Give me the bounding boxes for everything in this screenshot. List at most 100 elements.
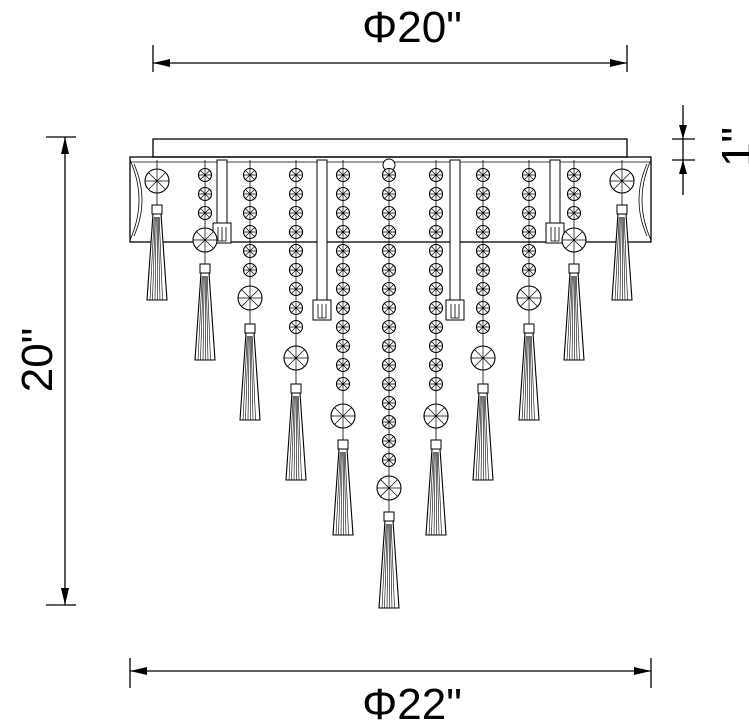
tassel-cap [477, 383, 489, 394]
tassel [194, 272, 216, 361]
bead-facet [429, 358, 443, 372]
tassel [332, 448, 354, 536]
tassel-lines [149, 216, 163, 301]
bead-facet [377, 476, 401, 500]
bead-facet [471, 346, 495, 370]
lamp-bulb [450, 304, 460, 319]
bead-facet [289, 225, 303, 239]
dimension-bottom: Φ22" [129, 658, 652, 726]
bead-facet [336, 187, 350, 201]
bead-facet [382, 168, 396, 182]
bead-facet [289, 263, 303, 277]
tassel [472, 392, 494, 481]
bead-facet [382, 187, 396, 201]
tassel [146, 213, 168, 301]
tassel-cap [337, 439, 349, 450]
bead-facet [562, 228, 586, 252]
tassel-lines [197, 275, 211, 361]
bead-facet [284, 346, 308, 370]
bead-facet [382, 339, 396, 353]
bead-facet [145, 169, 169, 193]
bead-facet [382, 282, 396, 296]
bead-facet [336, 339, 350, 353]
bead-facet [567, 206, 581, 220]
bead-facet [476, 282, 490, 296]
tassel-cap [151, 204, 163, 215]
bead-facet [476, 263, 490, 277]
bead-facet [424, 404, 448, 428]
tassel-cap [430, 439, 442, 450]
bead-facet [382, 244, 396, 258]
bead-facet [243, 244, 257, 258]
lamp-stem [449, 159, 461, 301]
bead-facet [336, 358, 350, 372]
bead-facet [336, 206, 350, 220]
bead-facet [336, 263, 350, 277]
bead-facet [336, 301, 350, 315]
tassel-cap [290, 383, 302, 394]
bead-facet [429, 301, 443, 315]
bead-facet [522, 225, 536, 239]
bead-facet [429, 206, 443, 220]
tassel-cap [244, 323, 256, 334]
tassel [285, 392, 307, 481]
lamp-bulb [317, 304, 327, 319]
bead-facet [382, 320, 396, 334]
tassel-lines [335, 451, 349, 536]
bead-facet [336, 225, 350, 239]
tassel [425, 448, 447, 536]
bead-facet [198, 206, 212, 220]
tassel-lines [428, 451, 442, 536]
height-label: 20" [13, 328, 62, 393]
bead-facet [429, 282, 443, 296]
dimension-top: Φ20" [152, 3, 628, 72]
bead-facet [289, 282, 303, 296]
bead-facet [567, 187, 581, 201]
tassel-cap [568, 263, 580, 274]
bead-facet [238, 286, 262, 310]
bead-facet [476, 168, 490, 182]
bead-facet [517, 286, 541, 310]
tassel-cap [199, 263, 211, 274]
bead-facet [522, 263, 536, 277]
bead-facet [476, 225, 490, 239]
canopy-height-label: 1" [713, 127, 749, 167]
bead-facet [476, 244, 490, 258]
tassel-lines [614, 216, 628, 301]
bead-facet [382, 358, 396, 372]
lamp-stem [216, 159, 228, 224]
bead-facet [289, 320, 303, 334]
fixture [129, 138, 652, 609]
bead-facet [382, 206, 396, 220]
bead-facet [382, 225, 396, 239]
bead-facet [198, 168, 212, 182]
bead-facet [193, 228, 217, 252]
bead-facet [336, 320, 350, 334]
tassel-lines [288, 395, 302, 481]
bead-facet [476, 320, 490, 334]
bottom-width-label: Φ22" [362, 680, 462, 726]
tassel [611, 213, 633, 301]
bead-facet [429, 320, 443, 334]
bead-facet [476, 206, 490, 220]
bead-facet [429, 339, 443, 353]
bead-facet [522, 168, 536, 182]
lamp-stem [316, 159, 328, 301]
tassel-lines [475, 395, 489, 481]
bead-facet [289, 206, 303, 220]
lamp-bulb [217, 227, 227, 242]
lamp-bulb [550, 227, 560, 242]
bead-facet [336, 282, 350, 296]
tassel-lines [566, 275, 580, 361]
bead-facet [382, 377, 396, 391]
bead-facet [382, 434, 396, 448]
bead-facet [382, 301, 396, 315]
tassel-cap [383, 511, 395, 522]
bead-facet [476, 301, 490, 315]
bead-facet [243, 225, 257, 239]
tassel [563, 272, 585, 361]
bead-facet [336, 377, 350, 391]
bead-facet [289, 187, 303, 201]
tassel-lines [521, 335, 535, 421]
top-width-label: Φ20" [362, 3, 462, 52]
